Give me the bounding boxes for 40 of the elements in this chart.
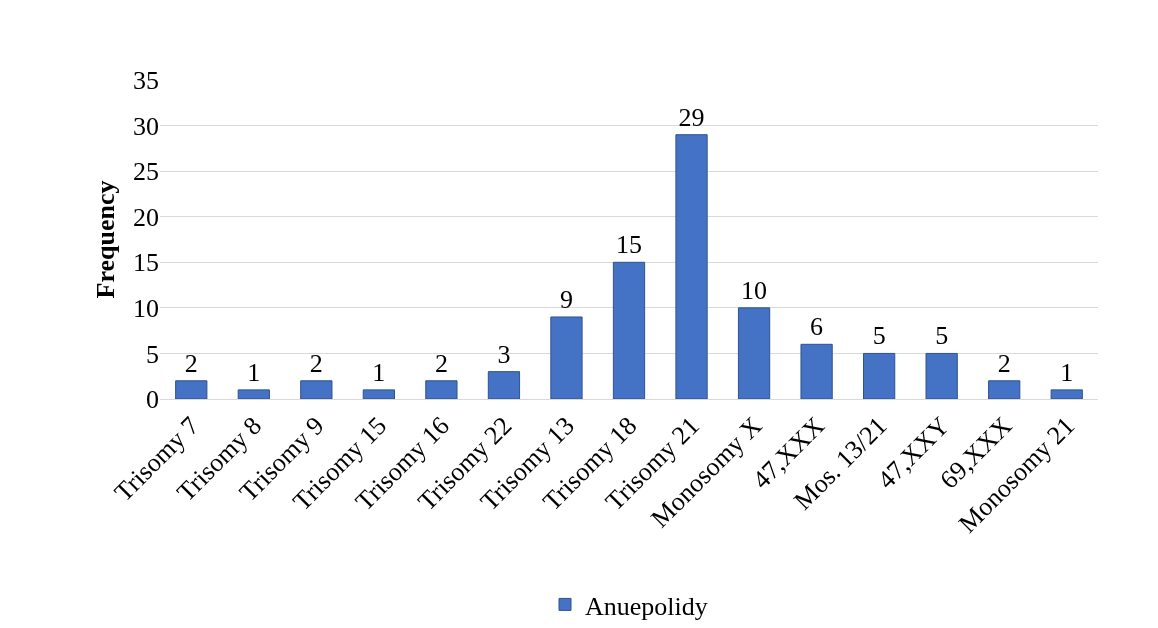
data-label: 2 (997, 348, 1011, 378)
bar (925, 352, 958, 399)
data-label: 5 (935, 321, 949, 351)
data-label: 6 (810, 312, 824, 342)
y-tick-label: 5 (146, 339, 159, 369)
bar (362, 389, 395, 399)
data-label: 15 (616, 230, 642, 260)
data-label: 10 (741, 275, 768, 305)
y-axis-title: Frequency (91, 180, 121, 299)
legend-label: Anuepolidy (585, 591, 708, 621)
data-label: 2 (434, 348, 448, 378)
y-tick-label: 30 (133, 111, 159, 141)
bar (800, 343, 833, 399)
bar (237, 389, 270, 399)
bar (1050, 389, 1083, 399)
y-tick-label: 25 (133, 157, 159, 187)
data-label: 3 (497, 339, 511, 369)
data-label: 9 (559, 284, 573, 314)
bar (425, 380, 458, 399)
bar (175, 380, 208, 399)
bar (988, 380, 1021, 399)
data-label: 2 (309, 348, 323, 378)
data-label: 1 (372, 357, 386, 387)
data-label: 1 (1060, 357, 1074, 387)
y-tick-label: 15 (133, 248, 159, 278)
bar (550, 316, 583, 399)
data-label: 1 (247, 357, 261, 387)
bar (612, 261, 646, 399)
bar (487, 371, 521, 399)
bar (863, 352, 896, 399)
y-tick-label: 20 (133, 202, 159, 232)
bar (737, 307, 771, 399)
data-label: 2 (184, 348, 198, 378)
data-label: 29 (678, 102, 705, 132)
y-tick-label: 10 (133, 293, 159, 323)
y-tick-label: 35 (133, 66, 159, 96)
bar (300, 380, 333, 399)
data-label: 5 (872, 321, 886, 351)
y-tick-label: 0 (146, 385, 159, 415)
bar (675, 134, 708, 399)
